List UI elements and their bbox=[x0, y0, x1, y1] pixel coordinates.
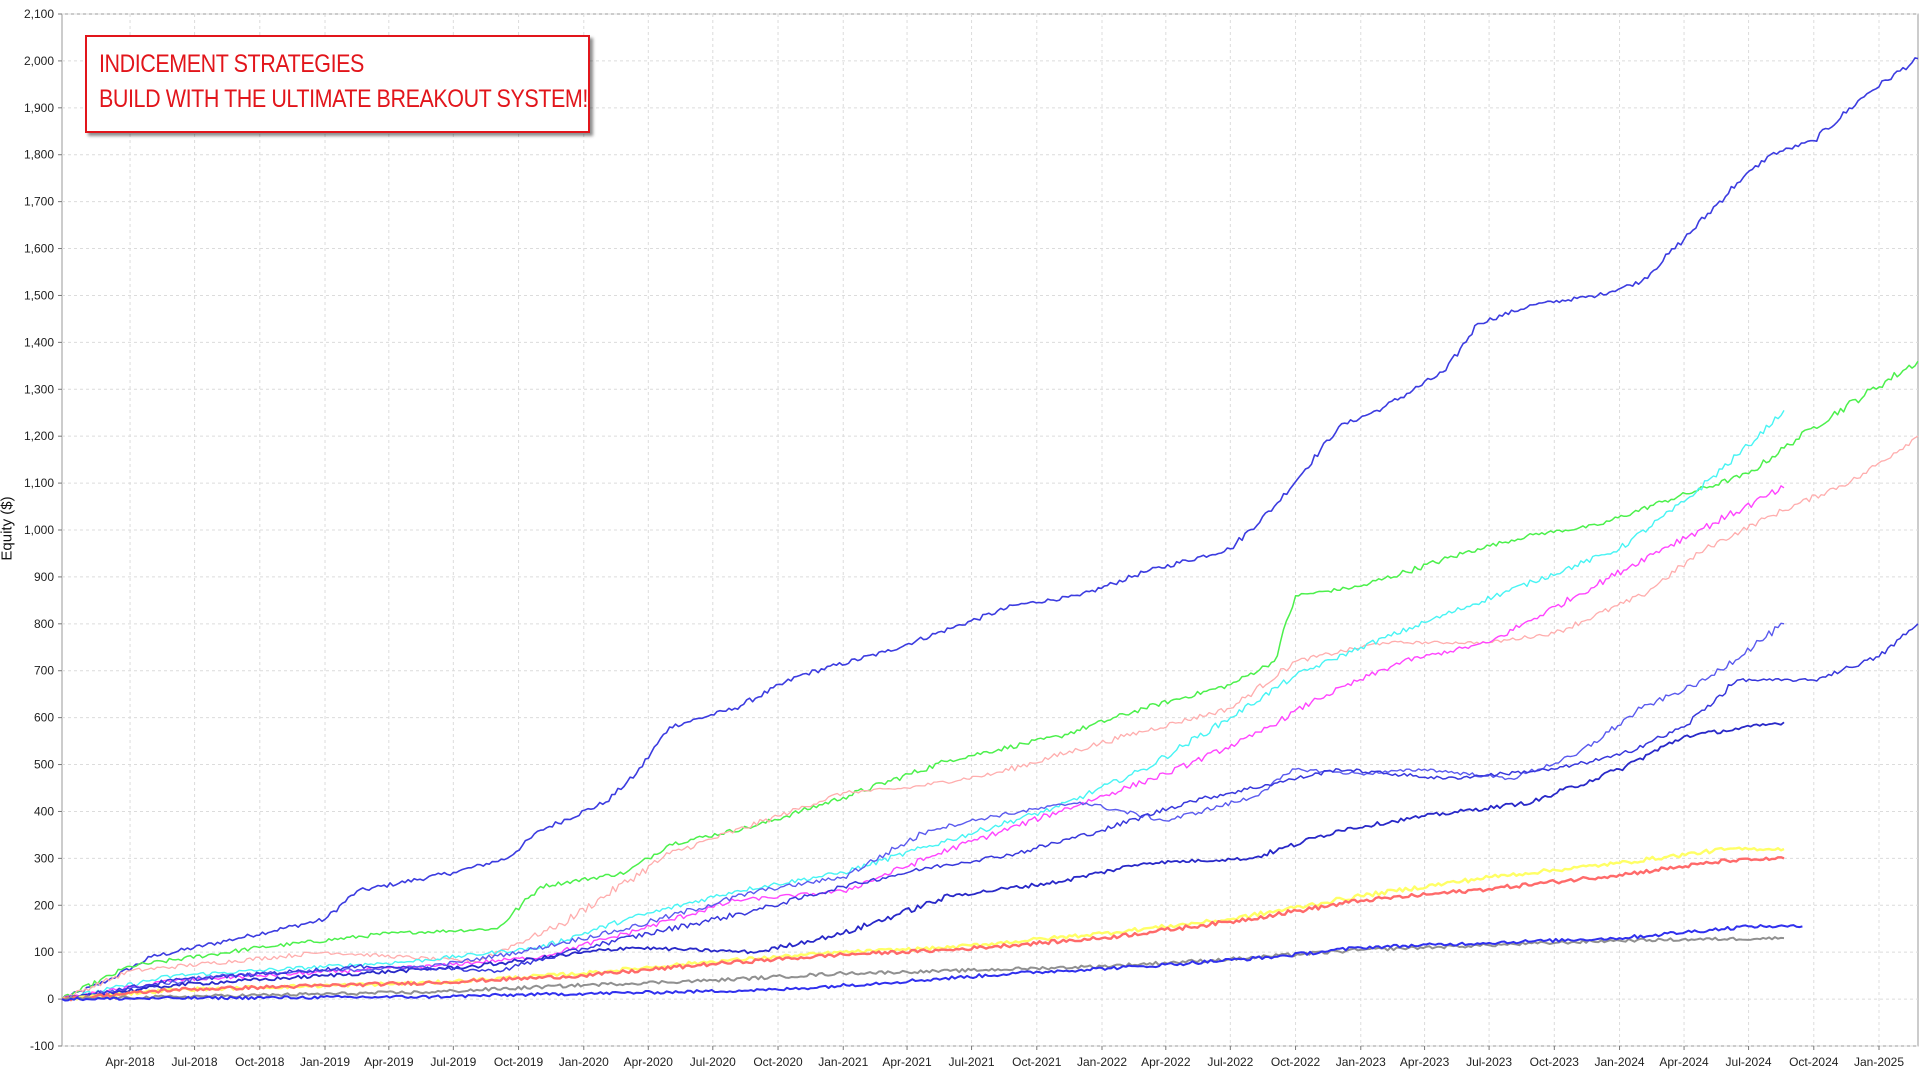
series-line-2 bbox=[61, 360, 1919, 1000]
y-axis-title: Equity ($) bbox=[0, 496, 16, 561]
y-tick-label: 2,100 bbox=[24, 7, 54, 21]
x-tick-label: Oct-2022 bbox=[1271, 1055, 1321, 1069]
y-tick-label: 100 bbox=[34, 945, 54, 959]
x-tick-label: Jan-2021 bbox=[818, 1055, 868, 1069]
series-line-7 bbox=[61, 721, 1785, 1000]
y-tick-label: 600 bbox=[34, 711, 54, 725]
y-tick-label: -100 bbox=[30, 1039, 54, 1053]
y-tick-label: 700 bbox=[34, 664, 54, 678]
plot-area bbox=[61, 13, 1919, 1047]
x-tick-label: Jan-2020 bbox=[559, 1055, 609, 1069]
y-tick-label: 1,500 bbox=[24, 288, 54, 302]
x-tick-label: Oct-2021 bbox=[1012, 1055, 1062, 1069]
y-tick-label: 1,300 bbox=[24, 382, 54, 396]
annotation-box: INDICEMENT STRATEGIES BUILD WITH THE ULT… bbox=[85, 35, 590, 133]
x-tick-label: Oct-2020 bbox=[753, 1055, 803, 1069]
series-line-3 bbox=[61, 435, 1919, 1000]
y-tick-label: 1,600 bbox=[24, 242, 54, 256]
series-line-6 bbox=[61, 622, 1785, 1000]
x-tick-label: Oct-2019 bbox=[494, 1055, 544, 1069]
x-tick-label: Jan-2019 bbox=[300, 1055, 350, 1069]
y-tick-label: 1,000 bbox=[24, 523, 54, 537]
x-tick-label: Jul-2019 bbox=[430, 1055, 476, 1069]
y-tick-label: 900 bbox=[34, 570, 54, 584]
y-tick-label: 1,900 bbox=[24, 101, 54, 115]
y-tick-label: 300 bbox=[34, 851, 54, 865]
y-tick-label: 800 bbox=[34, 617, 54, 631]
y-tick-label: 0 bbox=[47, 992, 54, 1006]
x-tick-label: Jan-2024 bbox=[1595, 1055, 1645, 1069]
x-tick-label: Oct-2024 bbox=[1789, 1055, 1839, 1069]
y-tick-label: 1,800 bbox=[24, 148, 54, 162]
y-tick-label: 400 bbox=[34, 804, 54, 818]
y-tick-label: 1,400 bbox=[24, 335, 54, 349]
x-tick-label: Oct-2023 bbox=[1530, 1055, 1580, 1069]
y-tick-label: 2,000 bbox=[24, 54, 54, 68]
series-line-12 bbox=[61, 924, 1803, 1002]
x-tick-label: Oct-2018 bbox=[235, 1055, 285, 1069]
x-tick-label: Jan-2025 bbox=[1854, 1055, 1904, 1069]
x-tick-label: Apr-2019 bbox=[364, 1055, 414, 1069]
x-tick-label: Jul-2018 bbox=[172, 1055, 218, 1069]
x-tick-label: Jul-2021 bbox=[949, 1055, 995, 1069]
x-tick-label: Jul-2023 bbox=[1466, 1055, 1512, 1069]
x-tick-label: Jul-2022 bbox=[1207, 1055, 1253, 1069]
x-tick-label: Jul-2024 bbox=[1726, 1055, 1772, 1069]
annotation-line-1: INDICEMENT STRATEGIES bbox=[99, 50, 364, 78]
series-line-4 bbox=[61, 410, 1785, 1001]
x-tick-label: Apr-2020 bbox=[624, 1055, 674, 1069]
y-tick-label: 200 bbox=[34, 898, 54, 912]
x-tick-label: Apr-2021 bbox=[882, 1055, 932, 1069]
annotation-line-2: BUILD WITH THE ULTIMATE BREAKOUT SYSTEM! bbox=[99, 85, 588, 113]
x-tick-label: Jul-2020 bbox=[690, 1055, 736, 1069]
y-tick-label: 1,100 bbox=[24, 476, 54, 490]
series-line-8 bbox=[61, 623, 1919, 1001]
x-tick-label: Jan-2023 bbox=[1336, 1055, 1386, 1069]
y-tick-label: 1,200 bbox=[24, 429, 54, 443]
x-tick-label: Apr-2018 bbox=[105, 1055, 155, 1069]
series-line-10 bbox=[61, 856, 1785, 1002]
series-line-11 bbox=[61, 936, 1785, 1001]
x-tick-label: Jan-2022 bbox=[1077, 1055, 1127, 1069]
series-line-1 bbox=[61, 57, 1919, 1000]
x-tick-label: Apr-2022 bbox=[1141, 1055, 1191, 1069]
x-tick-label: Apr-2023 bbox=[1400, 1055, 1450, 1069]
x-tick-label: Apr-2024 bbox=[1659, 1055, 1709, 1069]
y-tick-label: 1,700 bbox=[24, 195, 54, 209]
y-tick-label: 500 bbox=[34, 758, 54, 772]
